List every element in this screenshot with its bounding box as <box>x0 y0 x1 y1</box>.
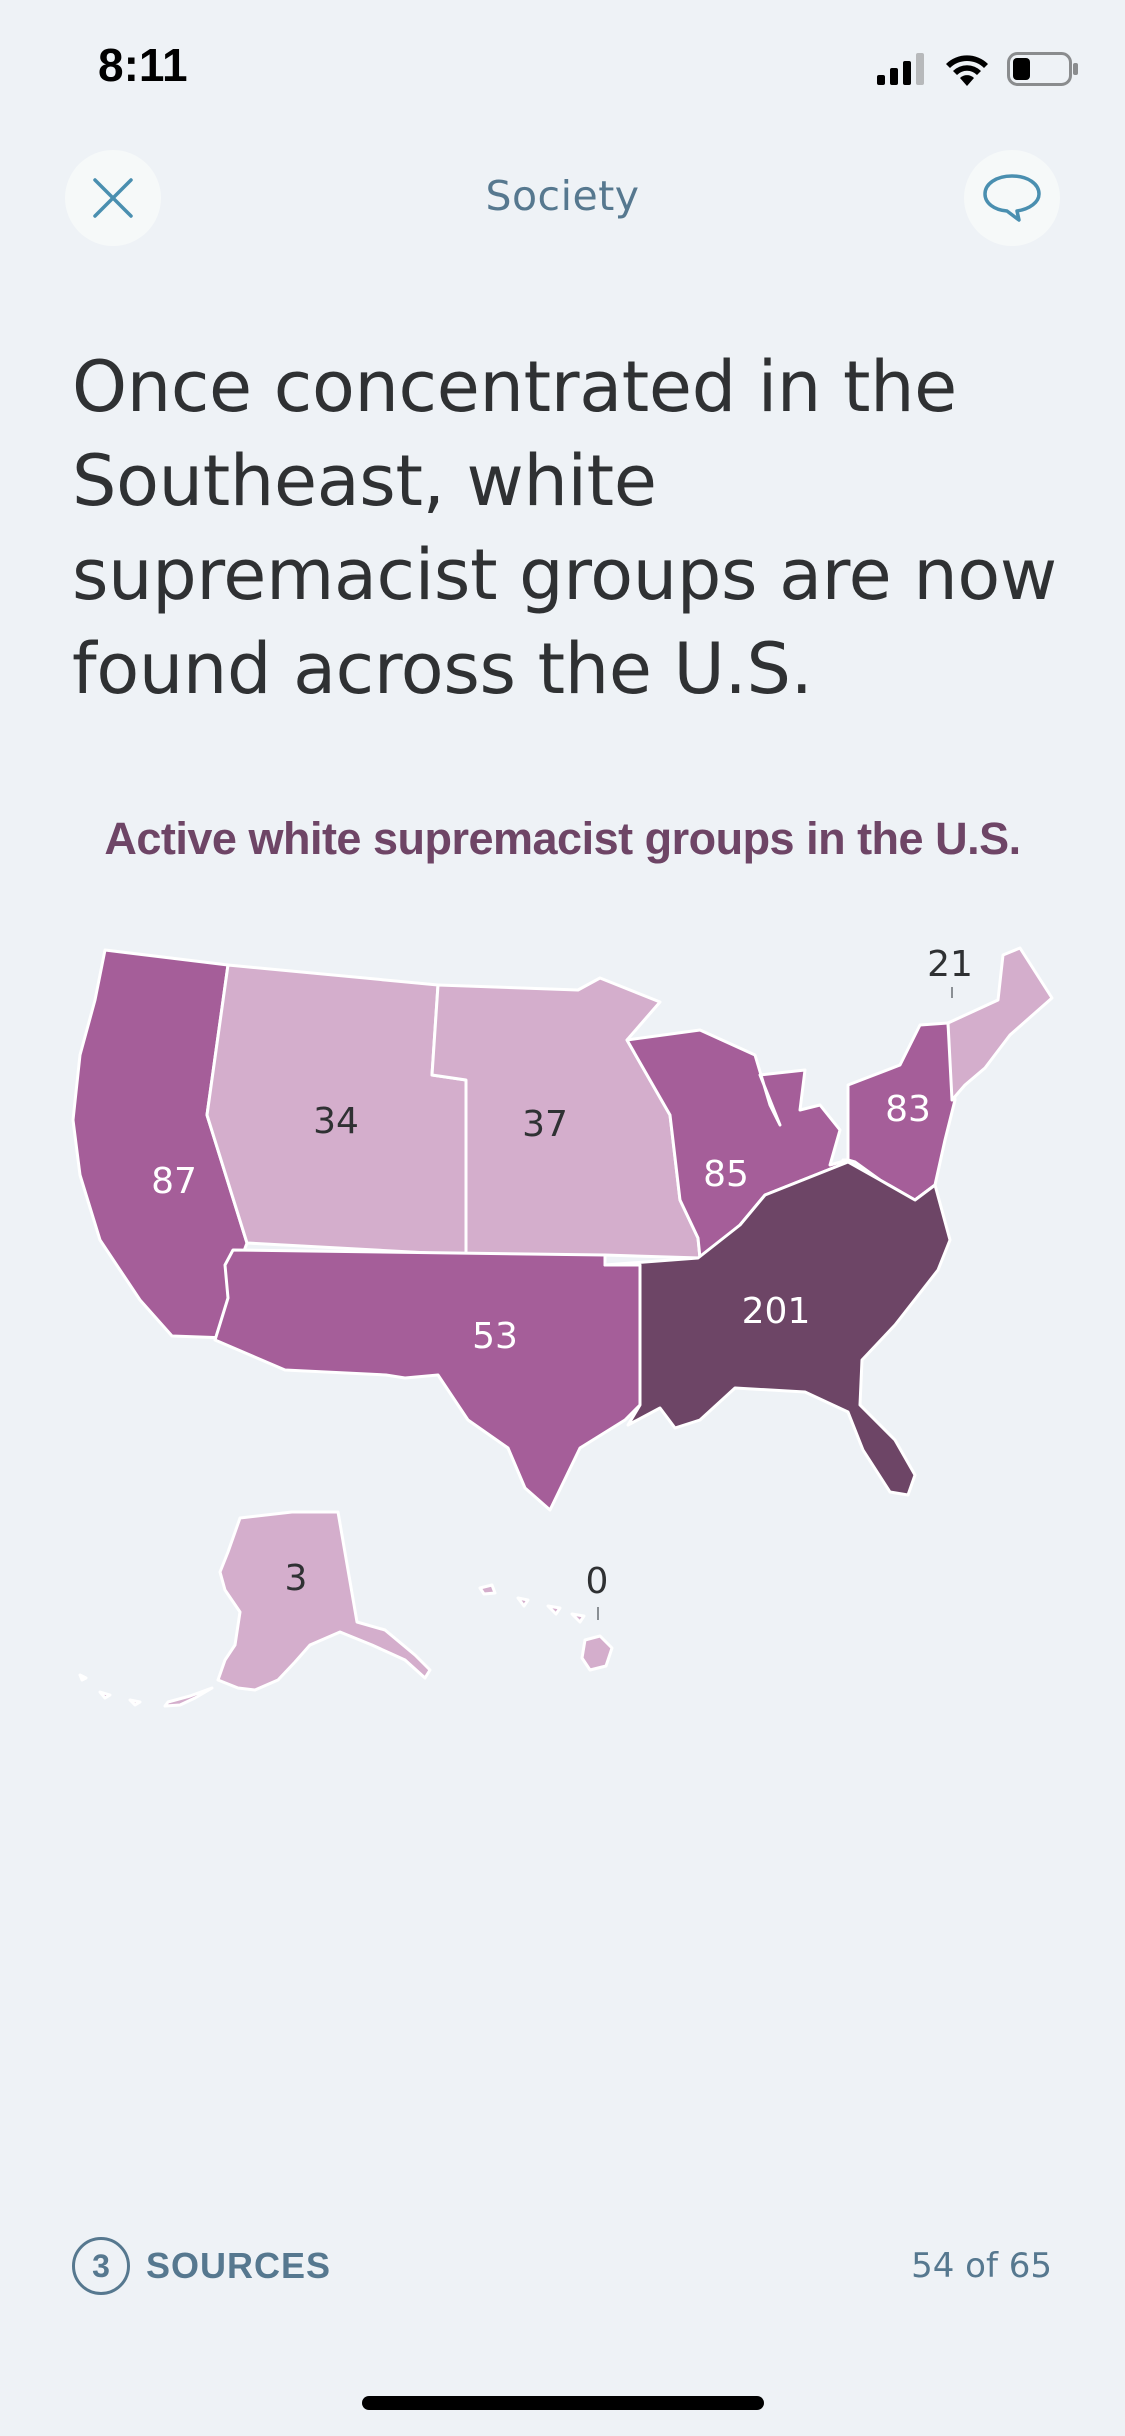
close-button[interactable] <box>65 150 161 246</box>
us-region-map: 87 34 37 85 83 21 53 201 3 0 <box>71 944 1054 1708</box>
status-icons <box>877 52 1079 86</box>
region-alaska <box>216 1510 432 1692</box>
status-bar: 8:11 <box>0 0 1125 140</box>
sources-button[interactable]: 3 SOURCES <box>72 2237 331 2295</box>
label-southwest: 53 <box>472 1316 518 1357</box>
close-icon <box>93 178 133 218</box>
page-counter: 54 of 65 <box>911 2246 1052 2286</box>
region-midwest <box>625 1028 850 1260</box>
label-alaska: 3 <box>285 1558 308 1599</box>
comment-button[interactable] <box>964 150 1060 246</box>
headline: Once concentrated in the Southeast, whit… <box>72 346 1057 710</box>
speech-bubble-icon <box>983 174 1041 222</box>
battery-icon <box>1007 52 1078 86</box>
page-title: Society <box>485 172 640 220</box>
label-midwest: 85 <box>703 1154 749 1195</box>
wifi-icon <box>946 55 988 86</box>
label-new-england: 21 <box>927 944 973 985</box>
label-mountain: 34 <box>313 1101 359 1142</box>
region-mid-atlantic <box>846 1021 957 1202</box>
label-plains: 37 <box>522 1104 568 1145</box>
label-hawaii: 0 <box>586 1561 609 1602</box>
sources-count-badge: 3 <box>72 2237 130 2295</box>
home-indicator[interactable] <box>362 2396 764 2410</box>
label-southeast: 201 <box>742 1291 811 1332</box>
map-title: Active white supremacist groups in the U… <box>104 813 1021 864</box>
region-hawaii <box>478 1583 614 1672</box>
region-new-england <box>946 946 1054 1102</box>
region-southeast <box>603 1160 952 1497</box>
region-alaska-islands <box>78 1673 214 1708</box>
label-pacific: 87 <box>151 1161 197 1202</box>
header: Society <box>0 150 1125 250</box>
sources-label: SOURCES <box>146 2245 332 2286</box>
label-mid-atlantic: 83 <box>885 1089 931 1130</box>
cellular-signal-icon <box>877 53 924 85</box>
status-time: 8:11 <box>98 39 188 91</box>
region-southwest <box>213 1248 642 1512</box>
